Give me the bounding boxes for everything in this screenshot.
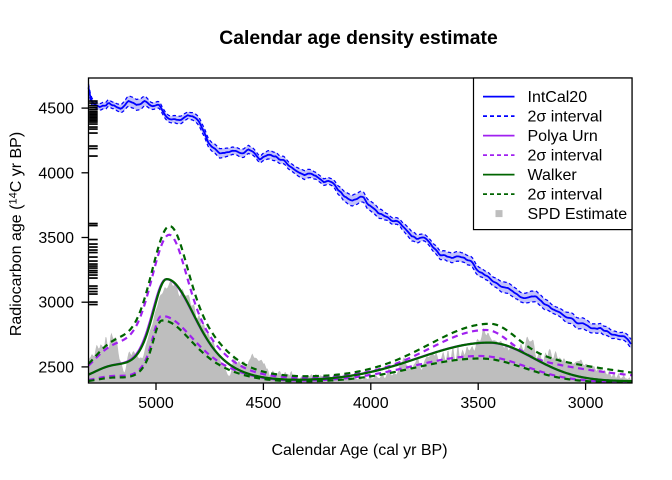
svg-text:Radiocarbon age (14C yr BP): Radiocarbon age (14C yr BP) [8, 132, 26, 336]
svg-text:3000: 3000 [568, 395, 604, 412]
svg-text:4000: 4000 [38, 165, 74, 182]
svg-text:4000: 4000 [353, 395, 389, 412]
svg-text:2σ interval: 2σ interval [528, 148, 603, 165]
svg-text:2500: 2500 [38, 359, 74, 376]
svg-text:3500: 3500 [460, 395, 496, 412]
svg-text:3500: 3500 [38, 230, 74, 247]
svg-text:3000: 3000 [38, 295, 74, 312]
svg-text:5000: 5000 [138, 395, 174, 412]
svg-text:4500: 4500 [38, 101, 74, 118]
svg-text:Polya Urn: Polya Urn [528, 128, 598, 145]
svg-text:4500: 4500 [246, 395, 282, 412]
svg-text:SPD Estimate: SPD Estimate [528, 206, 628, 223]
svg-text:IntCal20: IntCal20 [528, 89, 588, 106]
svg-text:2σ interval: 2σ interval [528, 109, 603, 126]
svg-text:Calendar Age (cal yr BP): Calendar Age (cal yr BP) [271, 442, 447, 459]
svg-text:Calendar age density estimate: Calendar age density estimate [219, 27, 498, 49]
svg-text:2σ interval: 2σ interval [528, 187, 603, 204]
svg-text:Walker: Walker [528, 167, 578, 184]
